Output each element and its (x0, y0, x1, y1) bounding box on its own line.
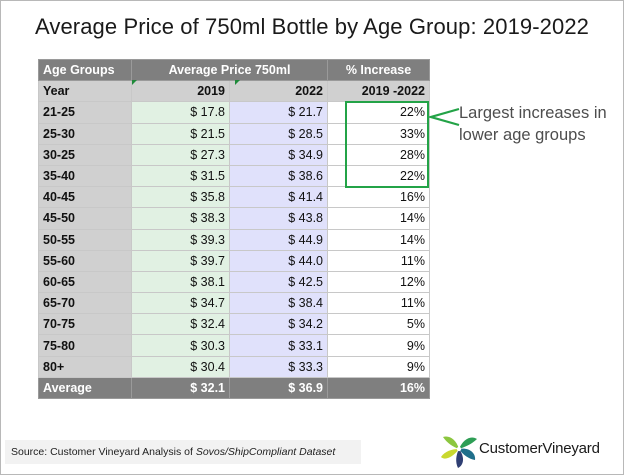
subheader-range: 2019 -2022 (327, 80, 430, 103)
price-2022-cell: $ 43.8 (229, 207, 328, 230)
table-row: 75-80 $ 30.3 $ 33.1 9% (38, 334, 430, 357)
price-2022-cell: $ 28.5 (229, 122, 328, 145)
subheader-year: Year (38, 80, 132, 103)
price-2022-cell: $ 44.0 (229, 249, 328, 272)
table-row: 55-60 $ 39.7 $ 44.0 11% (38, 249, 430, 272)
customer-vineyard-logo-icon (441, 436, 477, 468)
callout-line-2: lower age groups (459, 126, 586, 144)
table-row: 45-50 $ 38.3 $ 43.8 14% (38, 207, 430, 230)
price-2019-cell: $ 30.3 (131, 334, 230, 357)
chart-title: Average Price of 750ml Bottle by Age Gro… (34, 14, 590, 39)
age-group-cell: 50-55 (38, 228, 132, 251)
pct-increase-cell: 14% (327, 228, 430, 251)
header-row: Age Groups Average Price 750ml % Increas… (38, 58, 430, 82)
price-2019-cell: $ 38.1 (131, 270, 230, 294)
price-2019-cell: $ 34.7 (131, 292, 230, 315)
pct-increase-cell: 22% (327, 101, 430, 124)
price-2022-cell: $ 33.1 (229, 334, 328, 357)
pct-increase-cell: 9% (327, 334, 430, 357)
logo-text: CustomerVineyard (479, 440, 600, 457)
average-pct: 16% (327, 376, 430, 400)
price-2022-cell: $ 33.3 (229, 355, 328, 378)
header-age-groups: Age Groups (38, 58, 132, 82)
price-2022-cell: $ 41.4 (229, 186, 328, 209)
price-2019-cell: $ 39.7 (131, 249, 230, 272)
highlight-box (345, 101, 429, 188)
price-2019-cell: $ 17.8 (131, 101, 230, 124)
table-row: 35-40 $ 31.5 $ 38.6 22% (38, 164, 430, 188)
table-row: 25-30 $ 21.5 $ 28.5 33% (38, 122, 430, 145)
source-note: Source: Customer Vineyard Analysis of So… (5, 440, 361, 464)
table-row: 30-25 $ 27.3 $ 34.9 28% (38, 143, 430, 166)
pct-increase-cell: 16% (327, 186, 430, 209)
table-row: 65-70 $ 34.7 $ 38.4 11% (38, 292, 430, 315)
average-row: Average $ 32.1 $ 36.9 16% (38, 376, 430, 400)
source-dataset: Sovos/ShipCompliant Dataset (195, 446, 336, 458)
pct-increase-cell: 14% (327, 207, 430, 230)
subheader-2022: 2022 (229, 80, 328, 103)
price-2019-cell: $ 27.3 (131, 143, 230, 166)
average-2022: $ 36.9 (229, 376, 328, 400)
price-2022-cell: $ 38.4 (229, 292, 328, 315)
header-avg-price: Average Price 750ml (131, 58, 328, 82)
table-row: 21-25 $ 17.8 $ 21.7 22% (38, 101, 430, 124)
age-group-cell: 35-40 (38, 164, 132, 188)
table-row: 50-55 $ 39.3 $ 44.9 14% (38, 228, 430, 251)
subheader-2019: 2019 (131, 80, 230, 103)
table-row: 60-65 $ 38.1 $ 42.5 12% (38, 270, 430, 294)
age-group-cell: 65-70 (38, 292, 132, 315)
price-2022-cell: $ 34.9 (229, 143, 328, 166)
price-2019-cell: $ 21.5 (131, 122, 230, 145)
header-pct-increase: % Increase (327, 58, 430, 82)
callout-line-1: Largest increases in (459, 104, 607, 122)
age-group-cell: 55-60 (38, 249, 132, 272)
pct-increase-cell: 5% (327, 313, 430, 336)
price-2019-cell: $ 30.4 (131, 355, 230, 378)
callout-text: Largest increases in lower age groups (459, 102, 624, 146)
price-2022-cell: $ 38.6 (229, 164, 328, 188)
price-2022-cell: $ 44.9 (229, 228, 328, 251)
table-row: 80+ $ 30.4 $ 33.3 9% (38, 355, 430, 378)
pct-increase-cell: 9% (327, 355, 430, 378)
age-group-cell: 70-75 (38, 313, 132, 336)
pct-increase-cell: 22% (327, 164, 430, 188)
price-2019-cell: $ 38.3 (131, 207, 230, 230)
table-row: 40-45 $ 35.8 $ 41.4 16% (38, 186, 430, 209)
age-group-cell: 80+ (38, 355, 132, 378)
pct-increase-cell: 11% (327, 292, 430, 315)
table-row: 70-75 $ 32.4 $ 34.2 5% (38, 313, 430, 336)
age-group-cell: 75-80 (38, 334, 132, 357)
age-group-cell: 60-65 (38, 270, 132, 294)
price-2022-cell: $ 34.2 (229, 313, 328, 336)
price-2022-cell: $ 42.5 (229, 270, 328, 294)
price-2019-cell: $ 35.8 (131, 186, 230, 209)
price-table: Age Groups Average Price 750ml % Increas… (38, 58, 430, 400)
subheader-row: Year 2019 2022 2019 -2022 (38, 80, 430, 103)
price-2022-cell: $ 21.7 (229, 101, 328, 124)
price-2019-cell: $ 31.5 (131, 164, 230, 188)
price-2019-cell: $ 39.3 (131, 228, 230, 251)
age-group-cell: 45-50 (38, 207, 132, 230)
pct-increase-cell: 12% (327, 270, 430, 294)
cell-marker (235, 80, 240, 85)
callout-arrow (429, 107, 460, 127)
age-group-cell: 25-30 (38, 122, 132, 145)
source-prefix: Source: Customer Vineyard Analysis of (11, 446, 196, 458)
age-group-cell: 21-25 (38, 101, 132, 124)
average-label: Average (38, 376, 132, 400)
pct-increase-cell: 28% (327, 143, 430, 166)
cell-marker (132, 80, 137, 85)
average-2019: $ 32.1 (131, 376, 230, 400)
pct-increase-cell: 11% (327, 249, 430, 272)
age-group-cell: 40-45 (38, 186, 132, 209)
price-2019-cell: $ 32.4 (131, 313, 230, 336)
pct-increase-cell: 33% (327, 122, 430, 145)
age-group-cell: 30-25 (38, 143, 132, 166)
